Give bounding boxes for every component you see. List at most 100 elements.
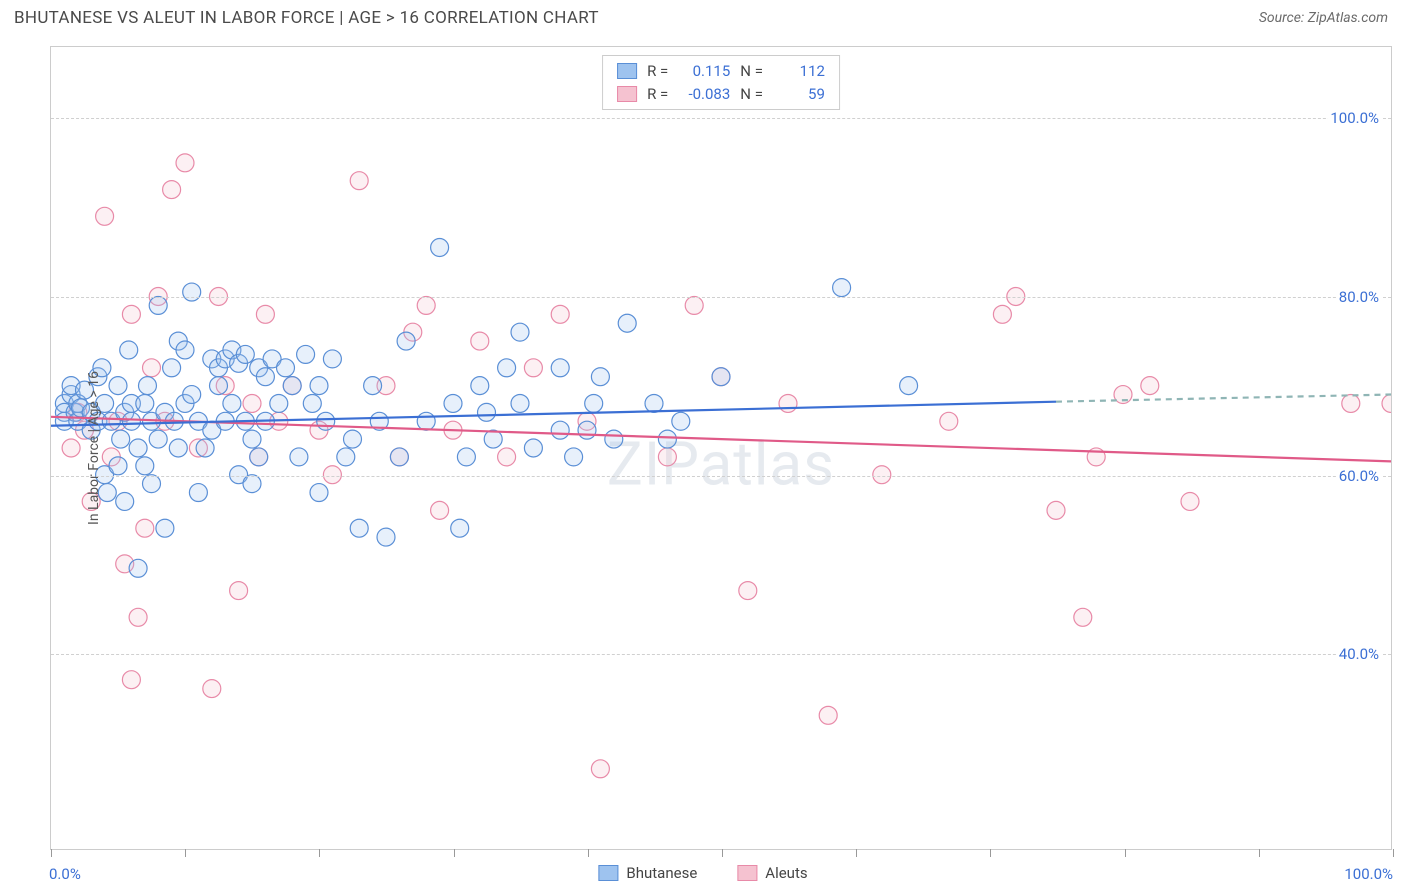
n-label: N = (740, 60, 763, 83)
legend-item-aleuts: Aleuts (737, 864, 807, 882)
data-point (250, 448, 268, 466)
data-point (390, 448, 408, 466)
data-point (112, 430, 130, 448)
r-value-aleuts: -0.083 (678, 83, 730, 106)
xtick (319, 849, 320, 857)
data-point (243, 394, 261, 412)
data-point (658, 430, 676, 448)
data-point (565, 448, 583, 466)
data-point (136, 394, 154, 412)
data-point (149, 296, 167, 314)
data-point (303, 394, 321, 412)
xtick (856, 849, 857, 857)
data-point (149, 430, 167, 448)
data-point (524, 359, 542, 377)
data-point (176, 154, 194, 172)
gridline (51, 476, 1391, 477)
data-point (116, 492, 134, 510)
data-point (417, 412, 435, 430)
xtick (722, 849, 723, 857)
data-point (350, 172, 368, 190)
data-point (1047, 501, 1065, 519)
trend-line (1056, 395, 1391, 402)
data-point (685, 296, 703, 314)
gridline (51, 297, 1391, 298)
data-point (551, 305, 569, 323)
legend-item-bhutanese: Bhutanese (598, 864, 697, 882)
bottom-legend: Bhutanese Aleuts (598, 864, 807, 882)
data-point (524, 439, 542, 457)
data-point (585, 394, 603, 412)
xtick (588, 849, 589, 857)
data-point (109, 457, 127, 475)
data-point (578, 421, 596, 439)
data-point (511, 394, 529, 412)
data-point (310, 377, 328, 395)
data-point (645, 394, 663, 412)
ytick-label: 60.0% (1337, 467, 1381, 485)
data-point (283, 377, 301, 395)
data-point (444, 394, 462, 412)
data-point (122, 305, 140, 323)
data-point (277, 359, 295, 377)
data-point (236, 345, 254, 363)
legend-swatch-aleuts (737, 865, 757, 881)
source-label: Source: ZipAtlas.com (1259, 10, 1388, 26)
data-point (189, 484, 207, 502)
xaxis-min-label: 0.0% (49, 865, 81, 883)
data-point (451, 519, 469, 537)
data-point (672, 412, 690, 430)
data-point (129, 559, 147, 577)
data-point (297, 345, 315, 363)
n-value-aleuts: 59 (773, 83, 825, 106)
scatter-svg (51, 47, 1391, 849)
gridline (51, 654, 1391, 655)
data-point (819, 706, 837, 724)
data-point (551, 421, 569, 439)
stats-row-aleuts: R = -0.083 N = 59 (617, 83, 825, 106)
data-point (658, 448, 676, 466)
data-point (431, 501, 449, 519)
data-point (317, 412, 335, 430)
data-point (498, 448, 516, 466)
data-point (1382, 394, 1391, 412)
stats-row-bhutanese: R = 0.115 N = 112 (617, 60, 825, 83)
data-point (122, 412, 140, 430)
data-point (290, 448, 308, 466)
data-point (169, 439, 187, 457)
data-point (940, 412, 958, 430)
data-point (591, 760, 609, 778)
r-value-bhutanese: 0.115 (678, 60, 730, 83)
data-point (310, 484, 328, 502)
data-point (256, 368, 274, 386)
plot-area: ZIPatlas In Labor Force | Age > 16 0.0% … (51, 47, 1391, 849)
data-point (605, 430, 623, 448)
data-point (1342, 394, 1360, 412)
ytick-label: 80.0% (1337, 288, 1381, 306)
n-label-2: N = (740, 83, 763, 106)
data-point (471, 332, 489, 350)
data-point (243, 475, 261, 493)
data-point (457, 448, 475, 466)
n-value-bhutanese: 112 (773, 60, 825, 83)
data-point (156, 519, 174, 537)
data-point (122, 671, 140, 689)
data-point (183, 386, 201, 404)
data-point (779, 394, 797, 412)
stats-box: R = 0.115 N = 112 R = -0.083 N = 59 (602, 55, 840, 110)
ytick-label: 40.0% (1337, 645, 1381, 663)
data-point (270, 394, 288, 412)
data-point (163, 181, 181, 199)
data-point (143, 359, 161, 377)
data-point (993, 305, 1011, 323)
gridline (51, 118, 1391, 119)
data-point (62, 439, 80, 457)
swatch-bhutanese (617, 63, 637, 79)
data-point (138, 377, 156, 395)
xtick (454, 849, 455, 857)
data-point (900, 377, 918, 395)
data-point (739, 582, 757, 600)
data-point (136, 457, 154, 475)
data-point (337, 448, 355, 466)
r-label-2: R = (647, 83, 668, 106)
